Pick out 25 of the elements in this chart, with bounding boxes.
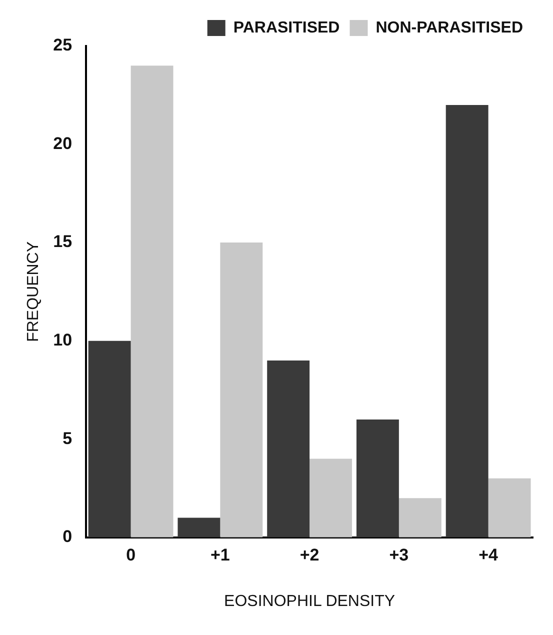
bar: [178, 518, 220, 538]
bar: [446, 104, 488, 538]
x-tick-label: +4: [478, 545, 499, 564]
legend-label: NON-PARASITISED: [376, 19, 523, 36]
x-tick-label: +3: [389, 545, 409, 564]
bar: [88, 340, 131, 538]
bar: [310, 458, 352, 538]
y-tick-label: 0: [62, 527, 72, 546]
bar: [356, 419, 399, 538]
y-tick-label: 10: [53, 330, 72, 350]
y-tick-label: 20: [53, 134, 72, 153]
y-axis-title: FREQUENCY: [25, 241, 42, 342]
x-axis-title: EOSINOPHIL DENSITY: [224, 592, 396, 610]
bar: [130, 66, 174, 538]
bar: [267, 360, 310, 538]
y-tick-label: 15: [53, 232, 72, 252]
x-tick-label: 0: [126, 545, 136, 564]
bar: [488, 478, 531, 538]
bar: [398, 498, 442, 538]
legend-label: PARASITISED: [233, 19, 340, 36]
bar: [220, 242, 263, 538]
y-tick-label: 5: [62, 428, 72, 448]
x-tick-label: +1: [210, 545, 230, 564]
x-tick-label: +2: [300, 545, 320, 564]
y-tick-label: 25: [53, 36, 72, 55]
